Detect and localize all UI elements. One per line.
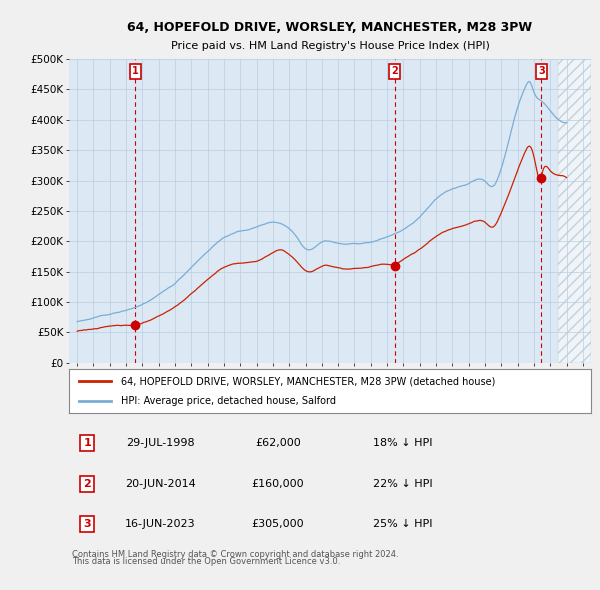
- Text: 3: 3: [538, 66, 545, 76]
- Text: 2: 2: [83, 478, 91, 489]
- Text: 29-JUL-1998: 29-JUL-1998: [126, 438, 194, 448]
- Text: 22% ↓ HPI: 22% ↓ HPI: [373, 478, 433, 489]
- Text: 18% ↓ HPI: 18% ↓ HPI: [373, 438, 433, 448]
- Text: £160,000: £160,000: [251, 478, 304, 489]
- Text: 25% ↓ HPI: 25% ↓ HPI: [373, 519, 433, 529]
- Text: 1: 1: [83, 438, 91, 448]
- Text: 20-JUN-2014: 20-JUN-2014: [125, 478, 196, 489]
- Text: Contains HM Land Registry data © Crown copyright and database right 2024.: Contains HM Land Registry data © Crown c…: [71, 550, 398, 559]
- Text: 64, HOPEFOLD DRIVE, WORSLEY, MANCHESTER, M28 3PW (detached house): 64, HOPEFOLD DRIVE, WORSLEY, MANCHESTER,…: [121, 376, 496, 386]
- Text: HPI: Average price, detached house, Salford: HPI: Average price, detached house, Salf…: [121, 396, 336, 405]
- Text: £62,000: £62,000: [255, 438, 301, 448]
- Text: Price paid vs. HM Land Registry's House Price Index (HPI): Price paid vs. HM Land Registry's House …: [170, 41, 490, 51]
- Text: This data is licensed under the Open Government Licence v3.0.: This data is licensed under the Open Gov…: [71, 558, 340, 566]
- Text: 3: 3: [83, 519, 91, 529]
- Text: 2: 2: [391, 66, 398, 76]
- Text: 64, HOPEFOLD DRIVE, WORSLEY, MANCHESTER, M28 3PW: 64, HOPEFOLD DRIVE, WORSLEY, MANCHESTER,…: [127, 21, 533, 34]
- Text: 1: 1: [132, 66, 139, 76]
- Text: £305,000: £305,000: [251, 519, 304, 529]
- Text: 16-JUN-2023: 16-JUN-2023: [125, 519, 196, 529]
